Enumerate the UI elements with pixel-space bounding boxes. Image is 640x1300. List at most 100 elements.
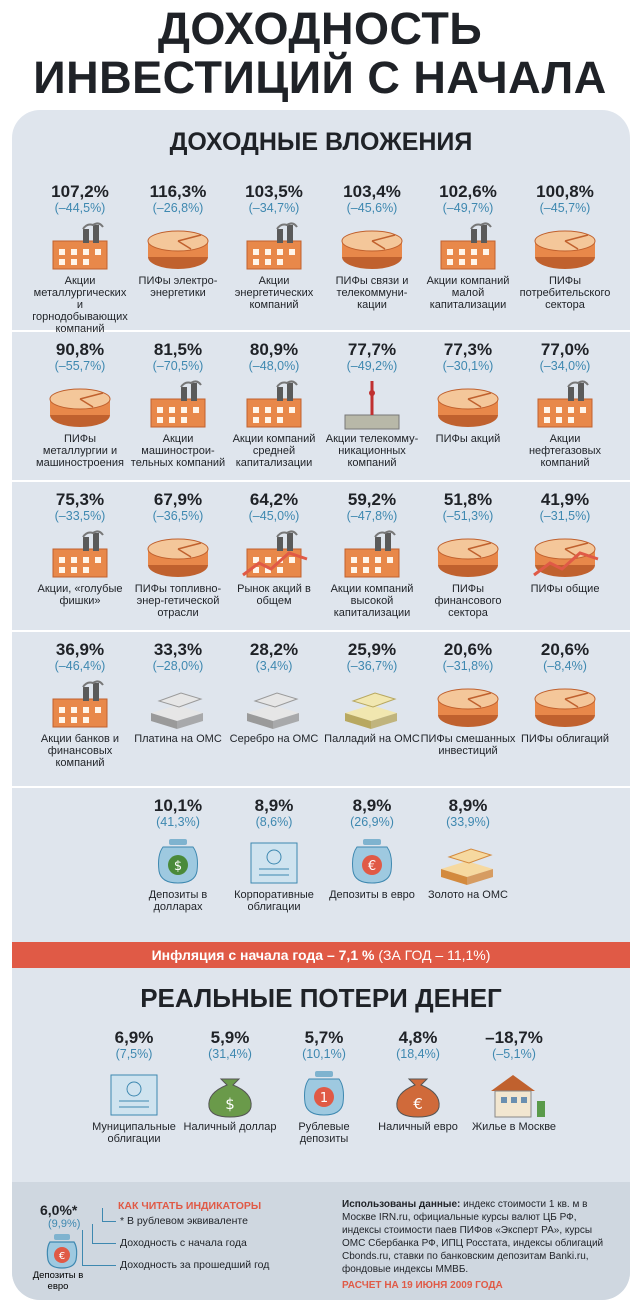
year-return: (–49,7%)	[442, 201, 494, 215]
sources-note: Использованы данные: индекс стоимости 1 …	[342, 1198, 612, 1276]
pie-chart-icon	[533, 538, 599, 577]
indicator-label: ПИФы финансового сектора	[434, 583, 502, 619]
indicator-card: 59,2% (–47,8%) Акции компаний высокой капи…	[322, 490, 422, 619]
indicator-label: Наличный евро	[378, 1121, 458, 1133]
indicator-label: ПИФы общие	[530, 583, 600, 595]
year-return: (–47,8%)	[346, 509, 398, 523]
ytd-return: 116,3%	[149, 182, 207, 201]
svg-text:€: €	[413, 1095, 423, 1113]
ytd-return: 103,5%	[245, 182, 303, 201]
indicator-card: 103,5% (–34,7%) Акции энергетических компа…	[224, 182, 324, 311]
indicator-label: Серебро на ОМС	[229, 733, 319, 745]
year-return: (–28,0%)	[152, 659, 204, 673]
legend-connector	[92, 1224, 116, 1244]
ytd-return: 4,8%	[398, 1028, 438, 1047]
year-return: (–48,0%)	[248, 359, 300, 373]
row-divider	[12, 330, 630, 332]
indicator-card: 8,9% (26,9%) € Депозиты в евро	[322, 796, 422, 901]
legend-caption: Депозиты в евро	[32, 1270, 84, 1292]
indicator-label: ПИФы смешанных инвестиций	[420, 733, 516, 757]
svg-text:1: 1	[320, 1091, 328, 1106]
svg-text:€: €	[59, 1251, 65, 1262]
svg-text:$: $	[174, 859, 182, 874]
pie-icon	[437, 688, 499, 727]
ytd-return: 75,3%	[55, 490, 105, 509]
dollar-jar-icon: $	[158, 839, 198, 884]
year-return: (3,4%)	[255, 659, 293, 673]
legend-line-ytd: Доходность с начала года	[120, 1237, 247, 1249]
year-return: (–31,5%)	[539, 509, 591, 523]
year-return: (18,4%)	[396, 1047, 440, 1061]
legend-line-year: Доходность за прошедший год	[120, 1259, 270, 1271]
indicator-label: ПИФы металлургии и машиностроения	[36, 433, 124, 469]
indicator-label: Платина на ОМС	[134, 733, 222, 745]
gold-bars-icon	[441, 848, 493, 885]
indicator-label: ПИФы акций	[435, 433, 501, 445]
euro-bag-icon: €	[396, 1078, 440, 1118]
factory-icon	[52, 680, 108, 728]
ytd-return: 41,9%	[540, 490, 590, 509]
factory-icon	[246, 222, 302, 270]
legend-year-value: (9,9%)	[48, 1218, 81, 1230]
indicator-card: 25,9% (–36,7%) Палладий на ОМС	[322, 640, 422, 745]
indicator-card: 77,3% (–30,1%) ПИФы акций	[418, 340, 518, 445]
inflation-text: Инфляция с начала года – 7,1 %	[151, 947, 375, 963]
indicator-label: Муниципальные облигации	[92, 1121, 176, 1145]
factory-icon	[52, 222, 108, 270]
ytd-return: 33,3%	[153, 640, 203, 659]
tower-icon	[344, 381, 400, 430]
euro-jar-icon: €	[352, 839, 392, 884]
year-return: (–30,1%)	[442, 359, 494, 373]
section-title-income: ДОХОДНЫЕ ВЛОЖЕНИЯ	[169, 128, 473, 156]
indicator-card: 51,8% (–51,3%) ПИФы финансового сектора	[418, 490, 518, 619]
indicator-card: 6,9% (7,5%) Муниципальные облигации	[84, 1028, 184, 1145]
indicator-label: Рублевые депозиты	[298, 1121, 350, 1145]
calc-date-note: РАСЧЕТ НА 19 ИЮНЯ 2009 ГОДА	[342, 1280, 503, 1291]
indicator-card: 33,3% (–28,0%) Платина на ОМС	[128, 640, 228, 745]
legend-title: КАК ЧИТАТЬ ИНДИКАТОРЫ	[118, 1200, 262, 1212]
factory-chart-icon	[242, 530, 308, 578]
indicator-label: ПИФы облигаций	[520, 733, 610, 745]
legend-connector	[102, 1208, 116, 1222]
indicator-card: 77,7% (–49,2%) Акции телекомму-никационных…	[322, 340, 422, 469]
indicator-label: Палладий на ОМС	[324, 733, 420, 745]
indicator-label: Акции, «голубые фишки»	[37, 583, 123, 607]
pie-icon	[147, 538, 209, 577]
year-return: (–8,4%)	[543, 659, 587, 673]
indicator-label: Наличный доллар	[183, 1121, 277, 1133]
pie-icon	[534, 688, 596, 727]
indicator-card: 64,2% (–45,0%) Рынок акций в общем	[224, 490, 324, 607]
ytd-return: –18,7%	[485, 1028, 543, 1047]
indicator-card: 20,6% (–8,4%) ПИФы облигаций	[515, 640, 615, 745]
indicator-label: ПИФы связи и телекоммуни-кации	[335, 275, 409, 311]
indicator-card: 90,8% (–55,7%) ПИФы металлургии и машиност…	[30, 340, 130, 469]
year-return: (–45,0%)	[248, 509, 300, 523]
year-return: (–51,3%)	[442, 509, 494, 523]
sources-label: Использованы данные:	[342, 1199, 461, 1210]
indicator-card: –18,7% (–5,1%) Жилье в Москве	[464, 1028, 564, 1133]
indicator-label: Акции компаний малой капитализации	[426, 275, 510, 311]
house-icon	[491, 1075, 545, 1118]
indicator-label: Акции нефтегазовых компаний	[528, 433, 602, 469]
indicator-label: ПИФы потребительского сектора	[519, 275, 611, 311]
year-return: (–33,5%)	[54, 509, 106, 523]
pie-icon	[534, 230, 596, 269]
indicator-label: Акции машинострои-тельных компаний	[130, 433, 226, 469]
pie-icon	[49, 388, 111, 427]
indicator-card: 36,9% (–46,4%) Акции банков и финансовых к…	[30, 640, 130, 769]
factory-icon	[52, 530, 108, 578]
pie-icon	[341, 230, 403, 269]
row-divider	[12, 786, 630, 788]
year-return: (–5,1%)	[492, 1047, 536, 1061]
indicator-label: Жилье в Москве	[471, 1121, 557, 1133]
ytd-return: 102,6%	[439, 182, 497, 201]
year-return: (–26,8%)	[152, 201, 204, 215]
ytd-return: 81,5%	[153, 340, 203, 359]
ytd-return: 20,6%	[540, 640, 590, 659]
indicator-label: Акции телекомму-никационных компаний	[325, 433, 419, 469]
legend-connector	[82, 1230, 116, 1266]
ytd-return: 5,7%	[304, 1028, 344, 1047]
ytd-return: 77,3%	[443, 340, 493, 359]
indicator-card: 10,1% (41,3%) $ Депозиты в долларах	[128, 796, 228, 913]
